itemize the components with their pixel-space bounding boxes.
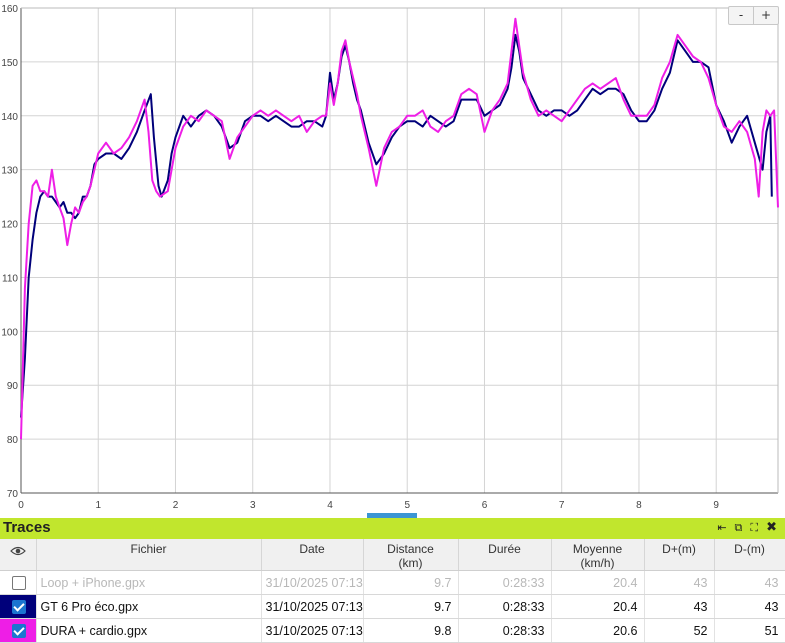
column-dminus[interactable]: D-(m) (714, 539, 785, 571)
cell-date: 31/10/2025 07:13 (261, 594, 364, 619)
traces-panel: Traces ⇤ ⧉ ⛶ ✖ Fichier Date Distan (0, 518, 785, 643)
visibility-column-header[interactable] (0, 539, 37, 571)
zoom-out-button[interactable]: - (738, 8, 744, 22)
fullscreen-icon[interactable]: ⛶ (750, 521, 759, 534)
visibility-cell[interactable] (0, 570, 37, 595)
x-tick-label: 0 (18, 500, 24, 511)
track-color-swatch (0, 595, 35, 618)
series-line-1 (20, 33, 773, 418)
cell-dplus: 43 (644, 594, 715, 619)
x-tick-label: 2 (173, 500, 179, 511)
cell-moyenne: 20.4 (551, 570, 645, 595)
pin-left-icon[interactable]: ⇤ (717, 521, 727, 534)
x-tick-label: 8 (636, 500, 642, 511)
visibility-checkbox[interactable] (12, 624, 26, 638)
chart-svg: 70 80 90 100 110 120 130 140 150 160 0 1 2 3 4 5 6 7 8 9 (1, 4, 779, 511)
zoom-control: - + (728, 6, 779, 25)
x-tick-label: 6 (482, 500, 488, 511)
cell-duree: 0:28:33 (458, 618, 552, 643)
y-tick-label: 80 (7, 435, 19, 446)
y-tick-label: 100 (1, 327, 18, 338)
traces-table: Fichier Date Distance (km) Durée Moyenne(… (0, 539, 785, 643)
column-dplus[interactable]: D+(m) (644, 539, 715, 571)
x-tick-label: 4 (327, 500, 333, 511)
zoom-in-button[interactable]: + (753, 7, 778, 24)
cell-dplus: 43 (644, 570, 715, 595)
cell-distance: 9.8 (363, 618, 459, 643)
y-tick-label: 110 (2, 273, 18, 284)
cell-moyenne: 20.4 (551, 594, 645, 619)
cell-dminus: 51 (714, 618, 785, 643)
y-tick-label: 120 (1, 220, 18, 231)
cell-distance: 9.7 (363, 594, 459, 619)
cell-dminus: 43 (714, 570, 785, 595)
panel-title: Traces (3, 519, 51, 536)
y-tick-label: 130 (1, 166, 18, 177)
x-tick-label: 5 (404, 500, 410, 511)
restore-icon[interactable]: ⧉ (734, 521, 743, 534)
cell-date: 31/10/2025 07:13 (261, 570, 364, 595)
y-tick-label: 90 (7, 381, 19, 392)
x-tick-label: 7 (559, 500, 565, 511)
table-header-row: Fichier Date Distance (km) Durée Moyenne(… (0, 539, 785, 571)
eye-icon (9, 546, 26, 556)
table-row[interactable]: DURA + cardio.gpx 31/10/2025 07:13 9.8 0:28… (0, 618, 785, 643)
cell-dminus: 43 (714, 594, 785, 619)
y-tick-label: 160 (1, 4, 18, 15)
cell-date: 31/10/2025 07:13 (261, 618, 364, 643)
x-tick-label: 9 (713, 500, 719, 511)
cell-dplus: 52 (644, 618, 715, 643)
visibility-cell[interactable] (0, 618, 37, 643)
track-color-swatch (0, 571, 35, 594)
x-tick-label: 1 (95, 500, 101, 511)
panel-splitter[interactable] (0, 513, 785, 518)
cell-duree: 0:28:33 (458, 570, 552, 595)
table-row[interactable]: GT 6 Pro éco.gpx 31/10/2025 07:13 9.7 0:28:… (0, 594, 785, 619)
column-duree[interactable]: Durée (458, 539, 552, 571)
panel-header-icons: ⇤ ⧉ ⛶ ✖ (717, 521, 777, 535)
cell-fichier: GT 6 Pro éco.gpx (36, 594, 262, 619)
cell-fichier: DURA + cardio.gpx (36, 618, 262, 643)
close-icon[interactable]: ✖ (766, 520, 777, 535)
visibility-checkbox[interactable] (12, 600, 26, 614)
cell-distance: 9.7 (363, 570, 459, 595)
column-fichier[interactable]: Fichier (36, 539, 262, 571)
x-tick-label: 3 (250, 500, 256, 511)
column-date[interactable]: Date (261, 539, 364, 571)
series-line-2 (20, 17, 779, 440)
column-moyenne[interactable]: Moyenne (km/h) (551, 539, 645, 571)
visibility-cell[interactable] (0, 594, 37, 619)
heart-rate-chart[interactable]: 70 80 90 100 110 120 130 140 150 160 0 1 2 3 4 5 6 7 8 9 - … (0, 0, 785, 513)
y-tick-label: 70 (7, 489, 19, 500)
table-row[interactable]: Loop + iPhone.gpx 31/10/2025 07:13 9.7 0:28… (0, 570, 785, 595)
y-tick-label: 140 (1, 112, 18, 123)
y-tick-label: 150 (1, 58, 18, 69)
cell-duree: 0:28:33 (458, 594, 552, 619)
panel-header: Traces ⇤ ⧉ ⛶ ✖ (0, 518, 785, 539)
track-color-swatch (0, 619, 35, 642)
column-distance[interactable]: Distance (km) (363, 539, 459, 571)
splitter-handle[interactable] (367, 513, 417, 518)
cell-fichier: Loop + iPhone.gpx (36, 570, 262, 595)
cell-moyenne: 20.6 (551, 618, 645, 643)
visibility-checkbox[interactable] (12, 576, 26, 590)
